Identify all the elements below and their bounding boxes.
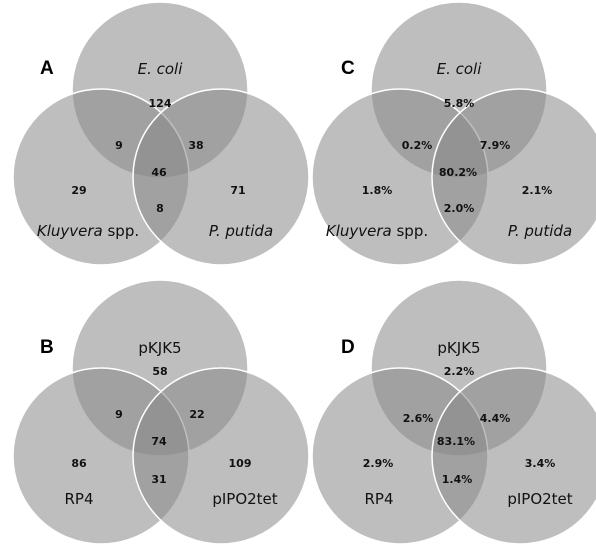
- panel-label-c: C: [341, 58, 355, 79]
- count-rp4-only: 86: [71, 457, 87, 470]
- count-all-three: 46: [151, 166, 167, 179]
- set-label-pkjk5: pKJK5: [437, 339, 480, 357]
- count-pipo2tet-only: 3.4%: [525, 457, 556, 470]
- count-kluyvera-p-putida: 2.0%: [444, 202, 475, 215]
- count-rp4-pipo2tet: 31: [151, 473, 166, 486]
- panel-label-d: D: [341, 337, 355, 358]
- count-e-coli-only: 5.8%: [444, 97, 475, 110]
- set-label-rp4: RP4: [64, 490, 93, 508]
- count-pkjk5-only: 2.2%: [444, 365, 475, 378]
- panel-label-a: A: [40, 58, 54, 79]
- count-pipo2tet-only: 109: [229, 457, 252, 470]
- count-e-coli-p-putida: 38: [188, 139, 203, 152]
- venn-panel-a: A E. coli Kluyvera spp. P. putida 124 29…: [12, 1, 310, 266]
- set-label-pipo2tet: pIPO2tet: [212, 490, 277, 508]
- panel-label-b: B: [40, 337, 54, 358]
- count-rp4-pipo2tet: 1.4%: [442, 473, 473, 486]
- count-pkjk5-pipo2tet: 22: [189, 408, 204, 421]
- count-pkjk5-rp4: 9: [115, 408, 123, 421]
- count-pkjk5-rp4: 2.6%: [403, 412, 434, 425]
- count-kluyvera-p-putida: 8: [156, 202, 164, 215]
- count-e-coli-kluyvera: 9: [115, 139, 123, 152]
- venn-panel-b: B pKJK5 RP4 pIPO2tet 58 86 109 9 22 31 7…: [12, 279, 310, 545]
- count-all-three: 80.2%: [439, 166, 477, 179]
- set-label-kluyvera: Kluyvera spp.: [37, 222, 139, 240]
- count-p-putida-only: 2.1%: [522, 184, 553, 197]
- set-label-e-coli: E. coli: [138, 60, 184, 78]
- circle-right-p-putida: [132, 88, 310, 266]
- count-p-putida-only: 71: [230, 184, 245, 197]
- venn-panel-d: D pKJK5 RP4 pIPO2tet 2.2% 2.9% 3.4% 2.6%…: [311, 279, 596, 545]
- count-pkjk5-pipo2tet: 4.4%: [480, 412, 511, 425]
- circle-right-pipo2tet: [431, 367, 596, 545]
- set-label-p-putida: P. putida: [508, 222, 572, 240]
- count-pkjk5-only: 58: [152, 365, 167, 378]
- count-e-coli-only: 124: [149, 97, 172, 110]
- count-kluyvera-only: 29: [71, 184, 86, 197]
- circle-right-pipo2tet: [132, 367, 310, 545]
- count-e-coli-kluyvera: 0.2%: [402, 139, 433, 152]
- count-e-coli-p-putida: 7.9%: [480, 139, 511, 152]
- set-label-rp4: RP4: [364, 490, 393, 508]
- count-all-three: 83.1%: [437, 435, 475, 448]
- count-rp4-only: 2.9%: [363, 457, 394, 470]
- set-label-p-putida: P. putida: [209, 222, 273, 240]
- circle-right-p-putida: [431, 88, 596, 266]
- set-label-pipo2tet: pIPO2tet: [507, 490, 572, 508]
- set-label-kluyvera: Kluyvera spp.: [326, 222, 428, 240]
- set-label-pkjk5: pKJK5: [138, 339, 181, 357]
- venn-panel-c: C E. coli Kluyvera spp. P. putida 5.8% 1…: [311, 1, 596, 266]
- count-kluyvera-only: 1.8%: [362, 184, 393, 197]
- count-all-three: 74: [151, 435, 167, 448]
- set-label-e-coli: E. coli: [437, 60, 483, 78]
